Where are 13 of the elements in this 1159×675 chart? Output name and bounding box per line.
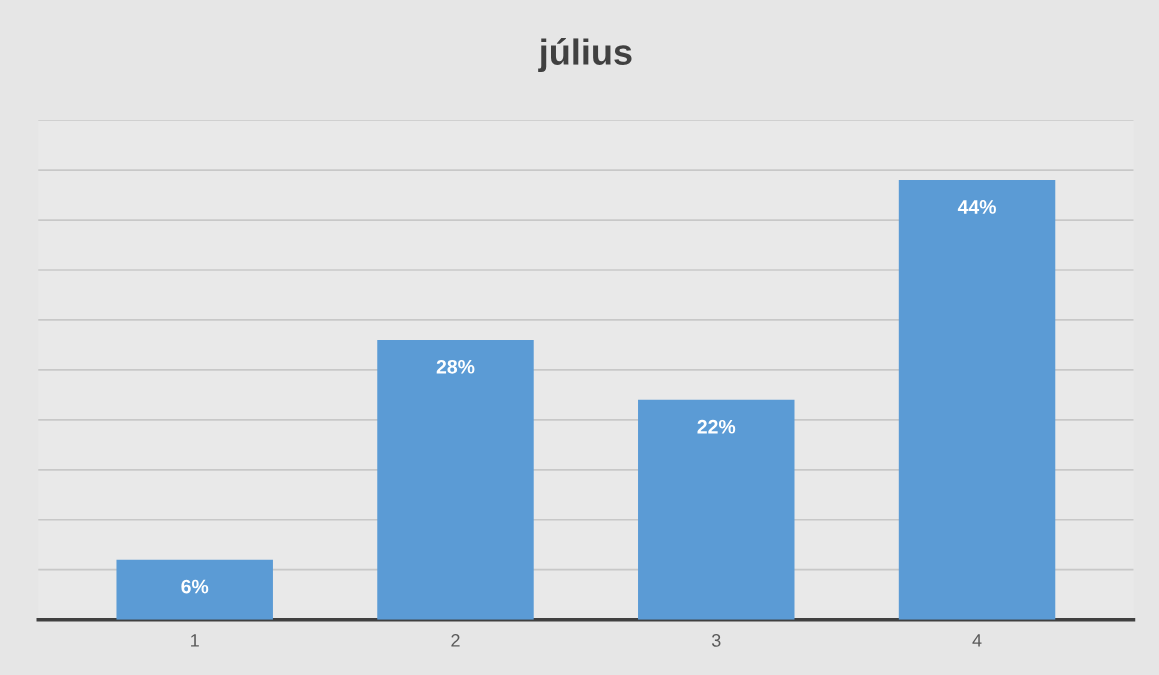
data-label: 6% (181, 579, 209, 594)
x-tick-label: 1 (191, 634, 199, 647)
bar (638, 399, 795, 620)
chart-title: július (538, 38, 632, 73)
data-label: 28% (436, 359, 475, 374)
data-label: 22% (697, 419, 736, 434)
x-tick-label: 4 (972, 634, 982, 647)
bar (116, 559, 273, 620)
data-label: 44% (957, 200, 996, 214)
bar (898, 180, 1056, 620)
bar (377, 339, 534, 620)
x-tick-label: 2 (451, 634, 460, 647)
x-tick-label: 3 (711, 634, 721, 647)
